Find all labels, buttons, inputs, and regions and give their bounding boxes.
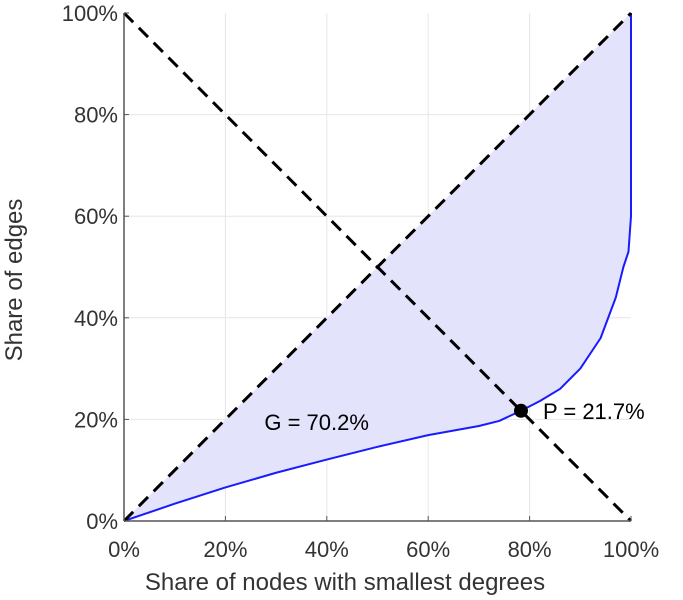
x-tick-label: 100% (603, 537, 659, 562)
annotations: G = 70.2% (264, 410, 369, 435)
y-tick-label: 60% (74, 204, 118, 229)
y-tick-label: 20% (74, 407, 118, 432)
p-point-label: P = 21.7% (543, 399, 645, 424)
x-tick-label: 20% (203, 537, 247, 562)
x-tick-label: 0% (108, 537, 140, 562)
y-tick-label: 100% (62, 1, 118, 26)
x-tick-label: 80% (508, 537, 552, 562)
y-axis-label: Share of edges (1, 199, 28, 362)
x-tick-label: 60% (406, 537, 450, 562)
y-tick-label: 40% (74, 306, 118, 331)
x-tick-labels: 0% 20% 40% 60% 80% 100% (108, 516, 659, 562)
y-tick-label: 80% (74, 103, 118, 128)
x-tick-label: 40% (305, 537, 349, 562)
y-tick-labels: 0% 20% 40% 60% 80% 100% (62, 1, 129, 534)
anti-diagonal-line (122, 11, 633, 523)
marked-points: P = 21.7% (513, 399, 645, 424)
x-axis-label: Share of nodes with smallest degrees (145, 569, 545, 596)
p-point-marker (513, 403, 528, 418)
gini-annotation: G = 70.2% (264, 410, 369, 435)
axes (123, 13, 631, 522)
y-tick-label: 0% (86, 509, 118, 534)
